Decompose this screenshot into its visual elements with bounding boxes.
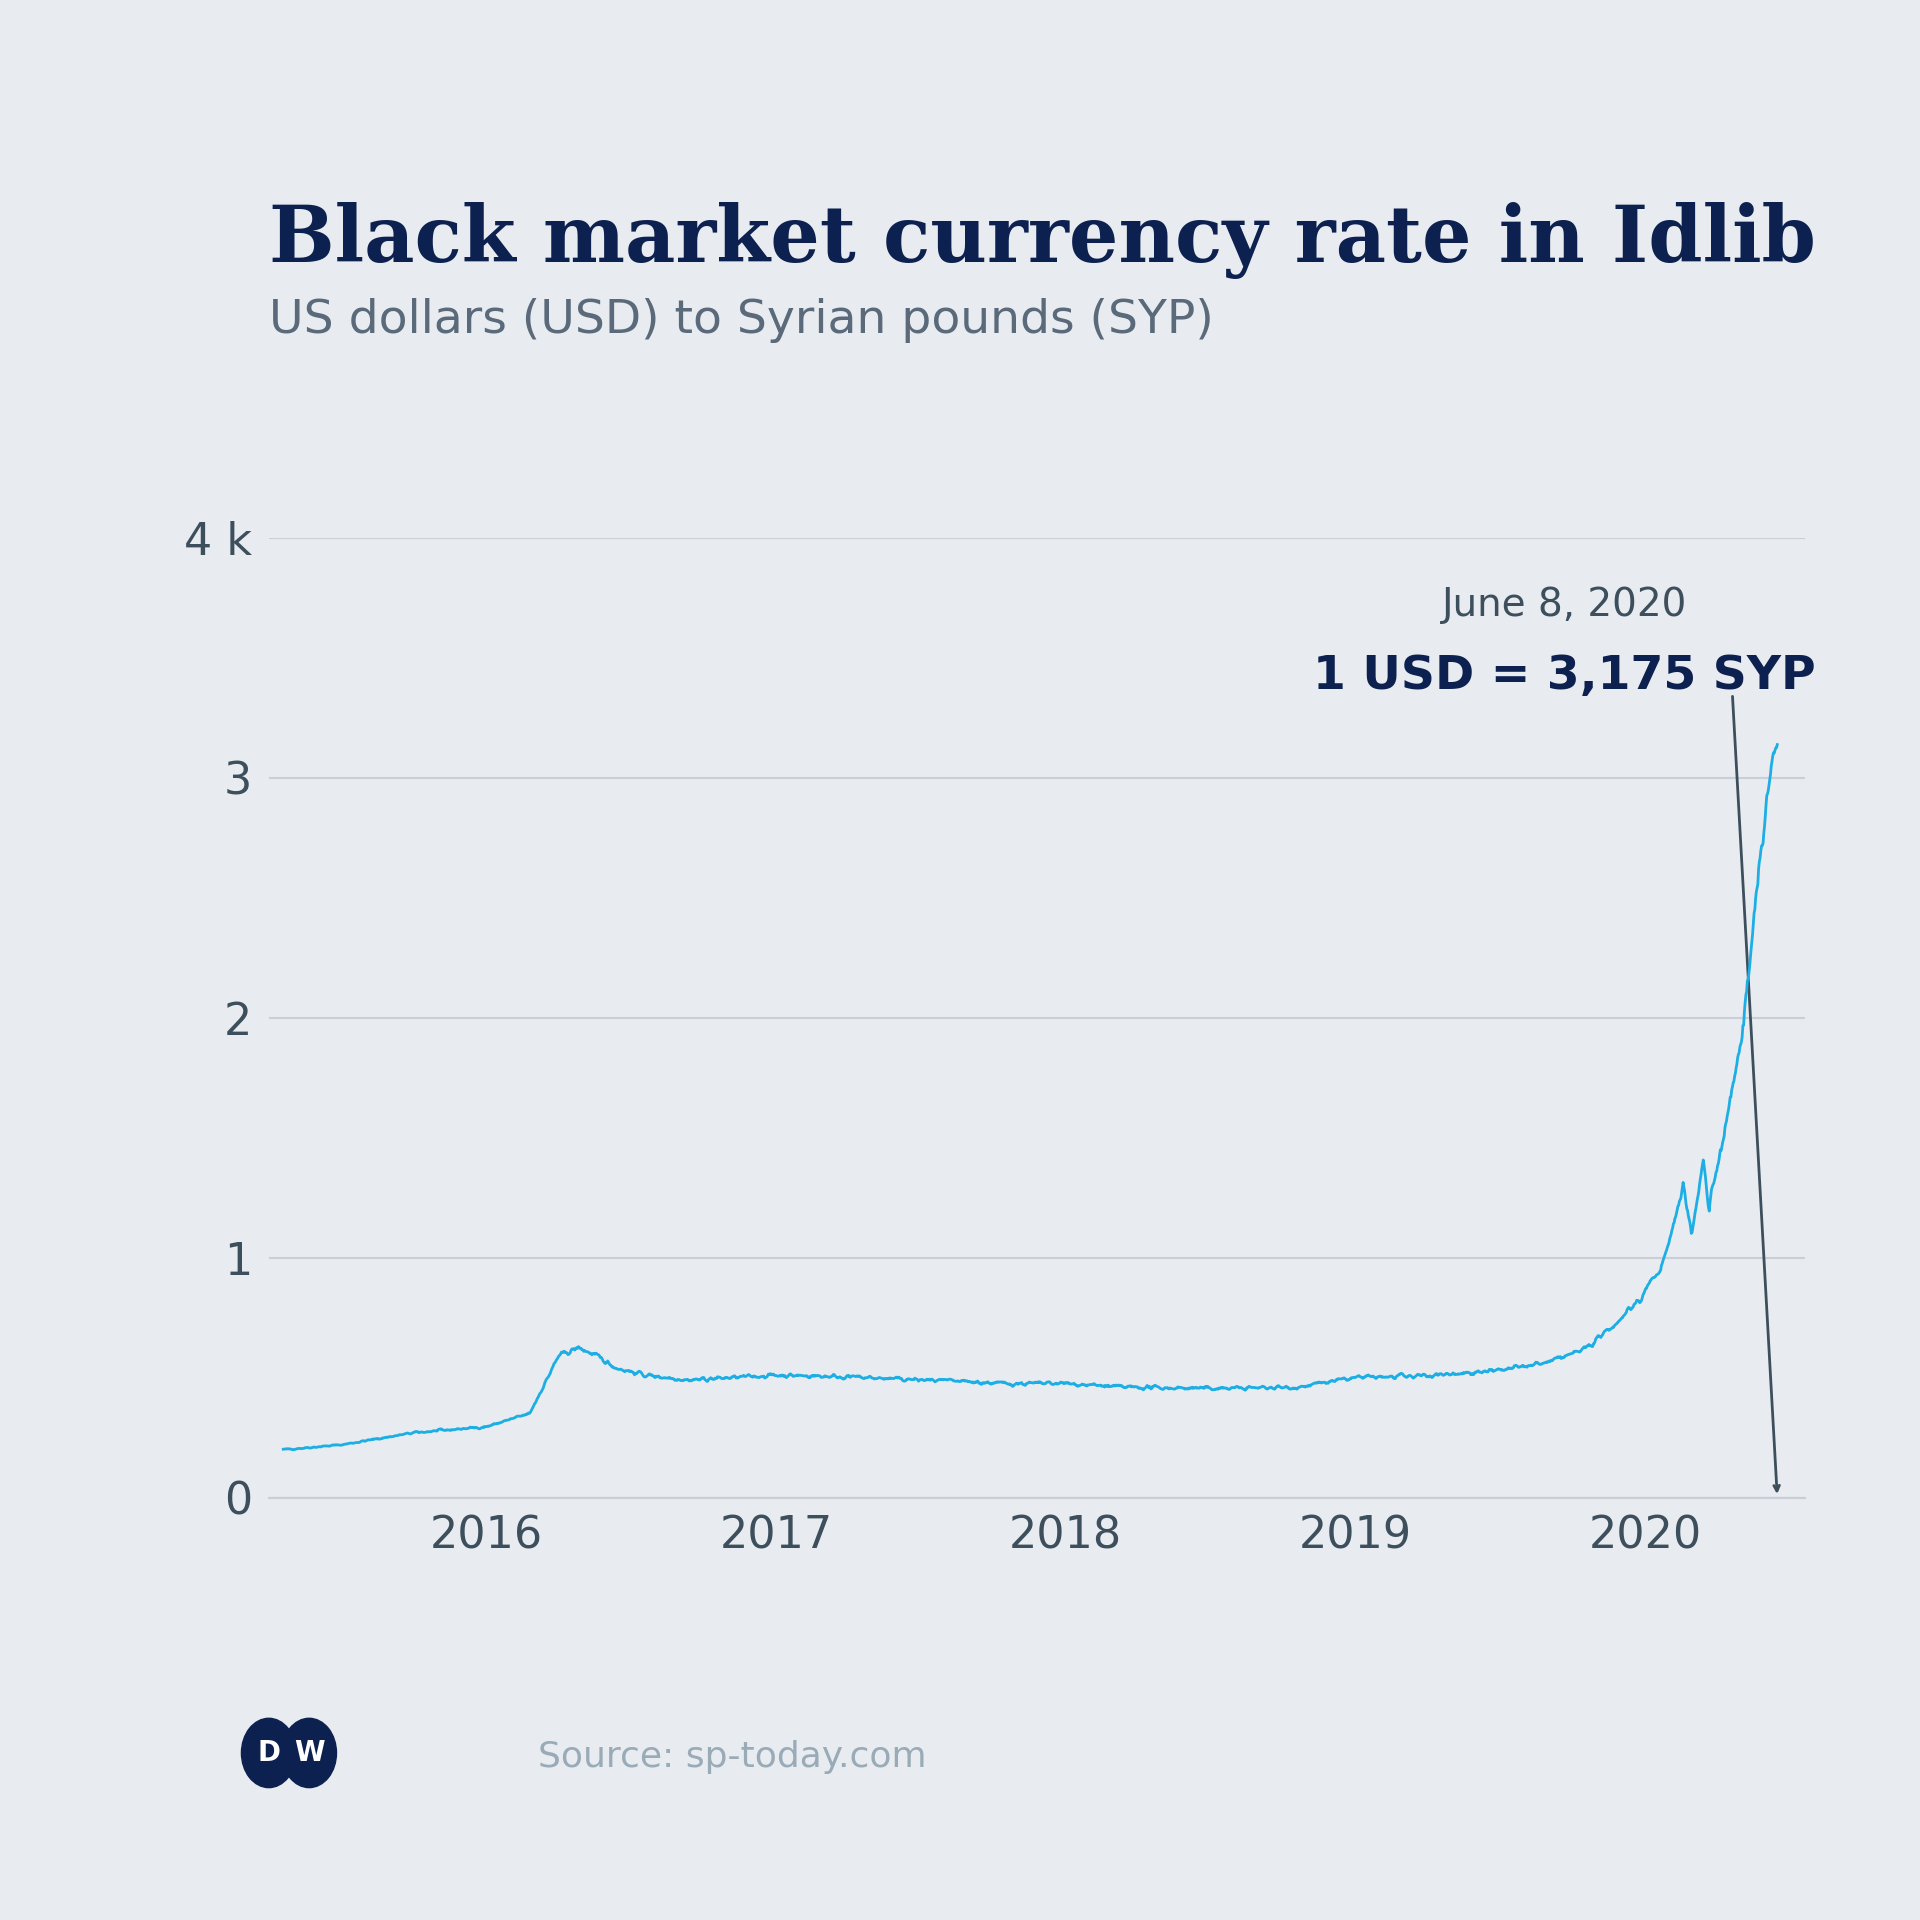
Text: Source: sp-today.com: Source: sp-today.com bbox=[538, 1740, 925, 1774]
Text: US dollars (USD) to Syrian pounds (SYP): US dollars (USD) to Syrian pounds (SYP) bbox=[269, 298, 1213, 342]
Text: June 8, 2020: June 8, 2020 bbox=[1442, 586, 1688, 624]
Text: D: D bbox=[257, 1740, 280, 1766]
Circle shape bbox=[282, 1718, 336, 1788]
Text: W: W bbox=[294, 1740, 324, 1766]
Circle shape bbox=[242, 1718, 296, 1788]
Text: 1 USD = 3,175 SYP: 1 USD = 3,175 SYP bbox=[1313, 655, 1816, 699]
Text: Black market currency rate in Idlib: Black market currency rate in Idlib bbox=[269, 202, 1816, 278]
